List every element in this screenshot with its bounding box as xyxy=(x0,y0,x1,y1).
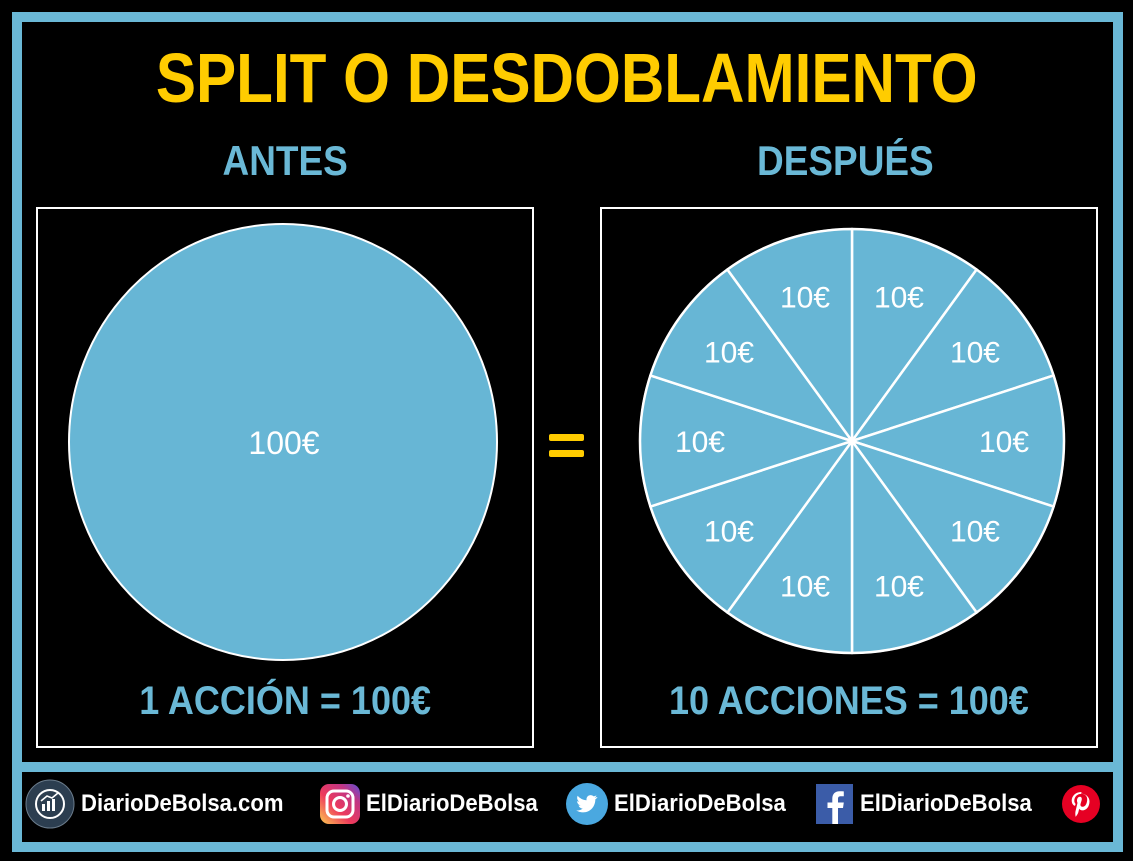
after-pie: 10€ 10€ 10€ 10€ 10€ 10€ 10€ 10€ 10€ 10€ xyxy=(638,227,1066,655)
before-pie-label: 100€ xyxy=(248,425,319,461)
pie-slice-label: 10€ xyxy=(780,281,830,314)
pie-slice-label: 10€ xyxy=(950,337,1000,370)
footer-item-twitter[interactable]: ElDiarioDeBolsa xyxy=(566,781,801,827)
before-heading: ANTES xyxy=(222,137,348,184)
footer-website-label: DiarioDeBolsa.com xyxy=(81,790,284,817)
footer-facebook-label: ElDiarioDeBolsa xyxy=(860,790,1032,817)
facebook-icon xyxy=(816,784,853,824)
equals-sign xyxy=(549,434,584,458)
after-heading: DESPUÉS xyxy=(756,137,934,184)
footer-instagram-label: ElDiarioDeBolsa xyxy=(366,790,538,817)
twitter-icon xyxy=(566,783,608,825)
pinterest-icon xyxy=(1062,785,1100,823)
pie-slice-label: 10€ xyxy=(780,571,830,604)
footer-item-facebook[interactable]: ElDiarioDeBolsa xyxy=(816,781,1047,827)
pie-slice-label: 10€ xyxy=(874,571,924,604)
pie-slice-label: 10€ xyxy=(874,281,924,314)
pie-slice-label: 10€ xyxy=(950,515,1000,548)
page-title: SPLIT O DESDOBLAMIENTO xyxy=(155,39,978,117)
before-caption: 1 ACCIÓN = 100€ xyxy=(139,679,431,723)
instagram-icon xyxy=(320,784,360,824)
pie-slice-label: 10€ xyxy=(704,337,754,370)
before-panel: 1 ACCIÓN = 100€ xyxy=(36,207,534,748)
pie-slice-label: 10€ xyxy=(979,426,1029,459)
footer-item-pinterest[interactable] xyxy=(1062,781,1100,827)
diariodebolsa-logo-icon xyxy=(25,779,75,829)
before-pie: 100€ xyxy=(68,223,498,661)
pie-slice-label: 10€ xyxy=(704,515,754,548)
after-caption: 10 ACCIONES = 100€ xyxy=(669,679,1029,723)
pie-slice-label: 10€ xyxy=(675,426,725,459)
footer-item-instagram[interactable]: ElDiarioDeBolsa xyxy=(320,781,553,827)
footer-twitter-label: ElDiarioDeBolsa xyxy=(614,790,786,817)
after-panel: 10 ACCIONES = 100€ xyxy=(600,207,1098,748)
footer-item-website[interactable]: DiarioDeBolsa.com xyxy=(25,779,301,829)
